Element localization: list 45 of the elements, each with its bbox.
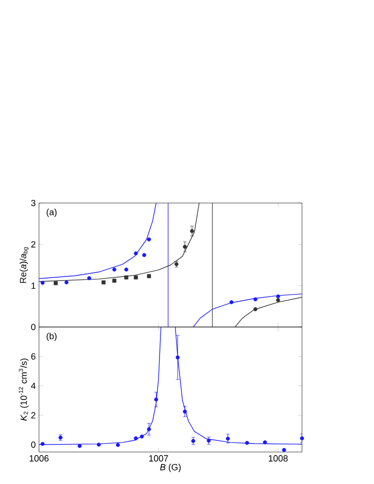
point bbox=[112, 278, 116, 283]
y-axis-title: K$_{2}$ (10$^{-12}$ cm$^{3}$/s) bbox=[18, 358, 29, 421]
point bbox=[102, 280, 106, 284]
point bbox=[229, 300, 234, 304]
y-tick-label: 2 bbox=[31, 241, 36, 248]
annotation: (a) bbox=[46, 208, 57, 218]
x-tick-label: 1008 bbox=[268, 455, 288, 462]
y-axis-title: Re(a)/a$_{bg}$ bbox=[20, 247, 29, 283]
point bbox=[146, 274, 151, 278]
annotation: (b) bbox=[46, 332, 57, 342]
point bbox=[40, 280, 45, 285]
point bbox=[176, 355, 180, 360]
line-series bbox=[192, 294, 302, 327]
point bbox=[146, 427, 151, 432]
point bbox=[142, 253, 146, 258]
point bbox=[87, 276, 92, 280]
point bbox=[253, 297, 258, 302]
line-series bbox=[39, 203, 157, 279]
point bbox=[134, 251, 138, 256]
point bbox=[300, 436, 304, 440]
y-tick-label: 2 bbox=[31, 412, 36, 418]
y-tick-label: 4 bbox=[31, 382, 36, 389]
point bbox=[226, 436, 230, 441]
y-tick-label: 3 bbox=[31, 200, 36, 206]
point bbox=[112, 268, 116, 272]
point bbox=[124, 268, 128, 272]
point bbox=[190, 229, 194, 234]
x-tick-label: 1007 bbox=[149, 455, 168, 462]
point bbox=[276, 294, 280, 298]
y-tick-label: 0 bbox=[31, 441, 36, 448]
point bbox=[146, 237, 151, 242]
y-tick-label: 0 bbox=[31, 324, 36, 330]
point bbox=[182, 410, 187, 414]
line-series bbox=[234, 296, 302, 327]
line-series bbox=[39, 203, 200, 282]
x-tick-label: 1006 bbox=[30, 455, 49, 462]
point bbox=[134, 275, 138, 280]
x-axis-title: B (G) bbox=[160, 464, 181, 472]
y-tick-label: 1 bbox=[32, 282, 36, 289]
y-tick-label: 6 bbox=[31, 353, 36, 360]
point bbox=[54, 281, 58, 286]
point bbox=[64, 280, 68, 284]
point bbox=[154, 398, 158, 402]
point bbox=[182, 244, 187, 249]
point bbox=[124, 275, 128, 280]
